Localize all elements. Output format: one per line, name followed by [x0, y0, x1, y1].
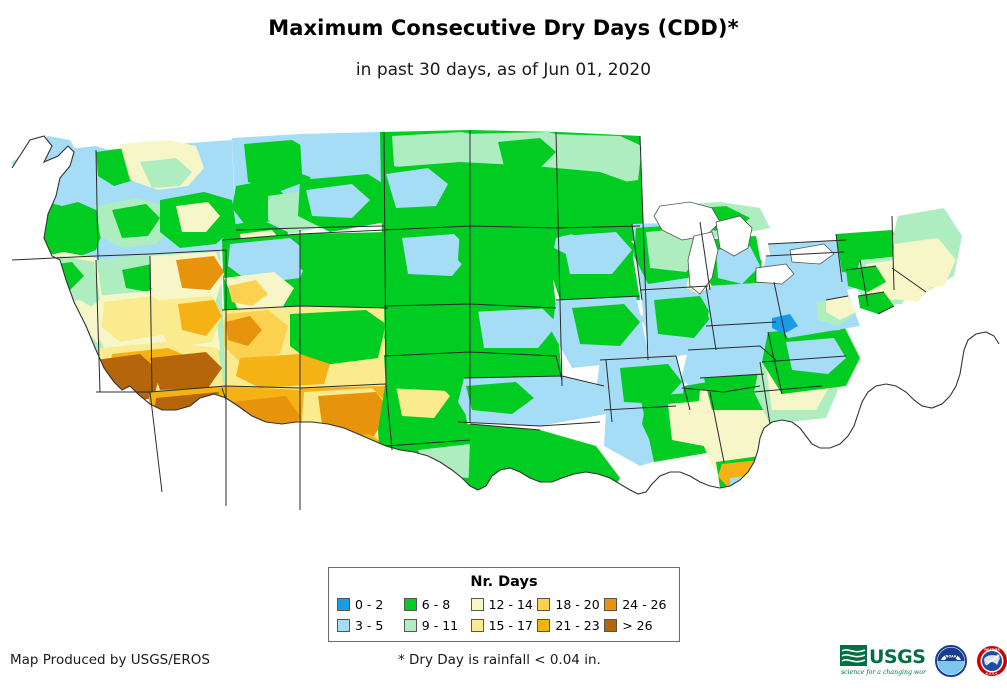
- region-wy-sw-dry: [228, 280, 268, 306]
- noaa-logo: NOAA: [935, 645, 967, 677]
- legend-label-12-14: 12 - 14: [488, 596, 533, 612]
- region-de-md-dry: [826, 296, 856, 320]
- region-ne-e-blue: [478, 306, 558, 348]
- page-subtitle: in past 30 days, as of Jun 01, 2020: [355, 60, 652, 80]
- svg-text:science for a changing world: science for a changing world: [841, 669, 926, 676]
- region-or-cascades-e: [112, 204, 160, 238]
- svg-text:WEATHER: WEATHER: [984, 647, 1001, 651]
- legend-item: 12 - 14: [470, 594, 538, 614]
- usgs-logo: USGS science for a changing world: [840, 643, 932, 679]
- legend-label-6-8: 6 - 8: [421, 596, 451, 612]
- legend-label-21-23: 21 - 23: [555, 617, 600, 633]
- svg-text:NOAA: NOAA: [946, 655, 957, 659]
- region-wa-palouse: [140, 158, 192, 188]
- region-nv-c2: [98, 296, 172, 342]
- legend-label-18-20: 18 - 20: [555, 596, 600, 612]
- region-co-sw-dark: [226, 316, 262, 346]
- region-ok-green: [466, 382, 534, 414]
- region-co-south: [236, 354, 330, 388]
- legend-label-15-17: 15 - 17: [488, 617, 533, 633]
- legend-swatch-0-2: [337, 597, 350, 611]
- region-oh2: [718, 292, 778, 332]
- svg-text:N.O.A.A.: N.O.A.A.: [986, 672, 999, 676]
- region-ar-green: [620, 364, 682, 404]
- region-ma-green: [846, 266, 886, 292]
- legend-item: 24 - 26: [604, 594, 671, 614]
- region-il-green: [654, 296, 712, 338]
- legend-label-3-5: 3 - 5: [355, 617, 384, 633]
- region-nc-blue: [786, 338, 846, 374]
- patch-wv-deep-blue: [772, 314, 798, 334]
- region-sd: [382, 162, 628, 232]
- lake-erie: [755, 263, 795, 285]
- legend-item: 15 - 17: [470, 615, 538, 635]
- region-mt-nw: [244, 140, 316, 192]
- cdd-choropleth-map: [0, 110, 1007, 550]
- region-sd-e: [458, 226, 556, 288]
- legend-label-0-2: 0 - 2: [355, 596, 384, 612]
- map-mask: [0, 110, 1007, 550]
- region-sd-b-blue: [402, 234, 472, 276]
- legend-title: Nr. Days: [470, 574, 538, 590]
- lake-huron: [715, 215, 753, 257]
- noaa-logo-svg: NOAA: [935, 645, 967, 677]
- legend-label-over-26: > 26: [622, 617, 653, 633]
- region-mi-blue: [716, 246, 760, 284]
- region-mo-green: [572, 304, 640, 346]
- map-legend: Nr. Days 0 - 2 6 - 8 12 - 14 18 - 20 24 …: [328, 567, 680, 642]
- map-footnote: * Dry Day is rainfall < 0.04 in.: [398, 652, 601, 668]
- usgs-logo-svg: USGS science for a changing world: [840, 645, 932, 676]
- legend-swatch-12-14: [470, 597, 484, 611]
- legend-item: 21 - 23: [537, 615, 604, 635]
- legend-swatch-24-26: [604, 597, 618, 611]
- legend-swatch-3-5: [337, 618, 350, 632]
- legend-swatch-18-20: [537, 597, 551, 611]
- map-svg: [0, 110, 1007, 550]
- legend-label-9-11: 9 - 11: [421, 617, 459, 633]
- region-mt-north: [300, 136, 380, 186]
- legend-swatch-9-11: [403, 618, 417, 632]
- region-sd-west-blue: [386, 168, 448, 208]
- patch-ia-blue: [554, 234, 580, 254]
- legend-item: 6 - 8: [403, 594, 471, 614]
- region-mt-se-blue: [306, 184, 370, 218]
- region-tx-pan-dry: [396, 382, 450, 418]
- region-wy-ne: [300, 238, 386, 286]
- nws-logo: WEATHER N.O.A.A.: [976, 645, 1007, 677]
- legend-swatch-over-26: [604, 618, 618, 632]
- agency-logos: USGS science for a changing world NOAA: [840, 638, 1007, 684]
- region-ut-nw-dark: [176, 256, 224, 290]
- legend-swatch-6-8: [403, 597, 417, 611]
- legend-item: 18 - 20: [537, 594, 604, 614]
- map-credit: Map Produced by USGS/EROS: [10, 652, 210, 668]
- state-boundaries: [11, 130, 927, 510]
- region-or-ne-dry: [176, 202, 220, 232]
- legend-item: 0 - 2: [337, 594, 404, 614]
- legend-item: > 26: [604, 615, 671, 635]
- region-wy-nw-blue: [228, 238, 310, 284]
- region-ne-w2: [400, 312, 470, 354]
- region-co-east: [290, 310, 386, 366]
- svg-text:USGS: USGS: [869, 646, 925, 668]
- legend-swatch-21-23: [537, 618, 551, 632]
- region-ut-dry: [178, 300, 222, 336]
- legend-item: 9 - 11: [403, 615, 471, 635]
- nws-logo-svg: WEATHER N.O.A.A.: [977, 646, 1007, 676]
- legend-items: 0 - 2 6 - 8 12 - 14 18 - 20 24 - 26 3 - …: [337, 594, 671, 635]
- legend-item: 3 - 5: [337, 615, 404, 635]
- legend-label-24-26: 24 - 26: [622, 596, 667, 612]
- region-nd-green: [498, 138, 556, 168]
- page-title: Maximum Consecutive Dry Days (CDD)*: [268, 16, 739, 40]
- legend-swatch-15-17: [470, 618, 484, 632]
- region-ia-blue: [562, 232, 632, 274]
- conus-outline: [11, 135, 1000, 495]
- region-ut-sw-dark: [150, 352, 222, 390]
